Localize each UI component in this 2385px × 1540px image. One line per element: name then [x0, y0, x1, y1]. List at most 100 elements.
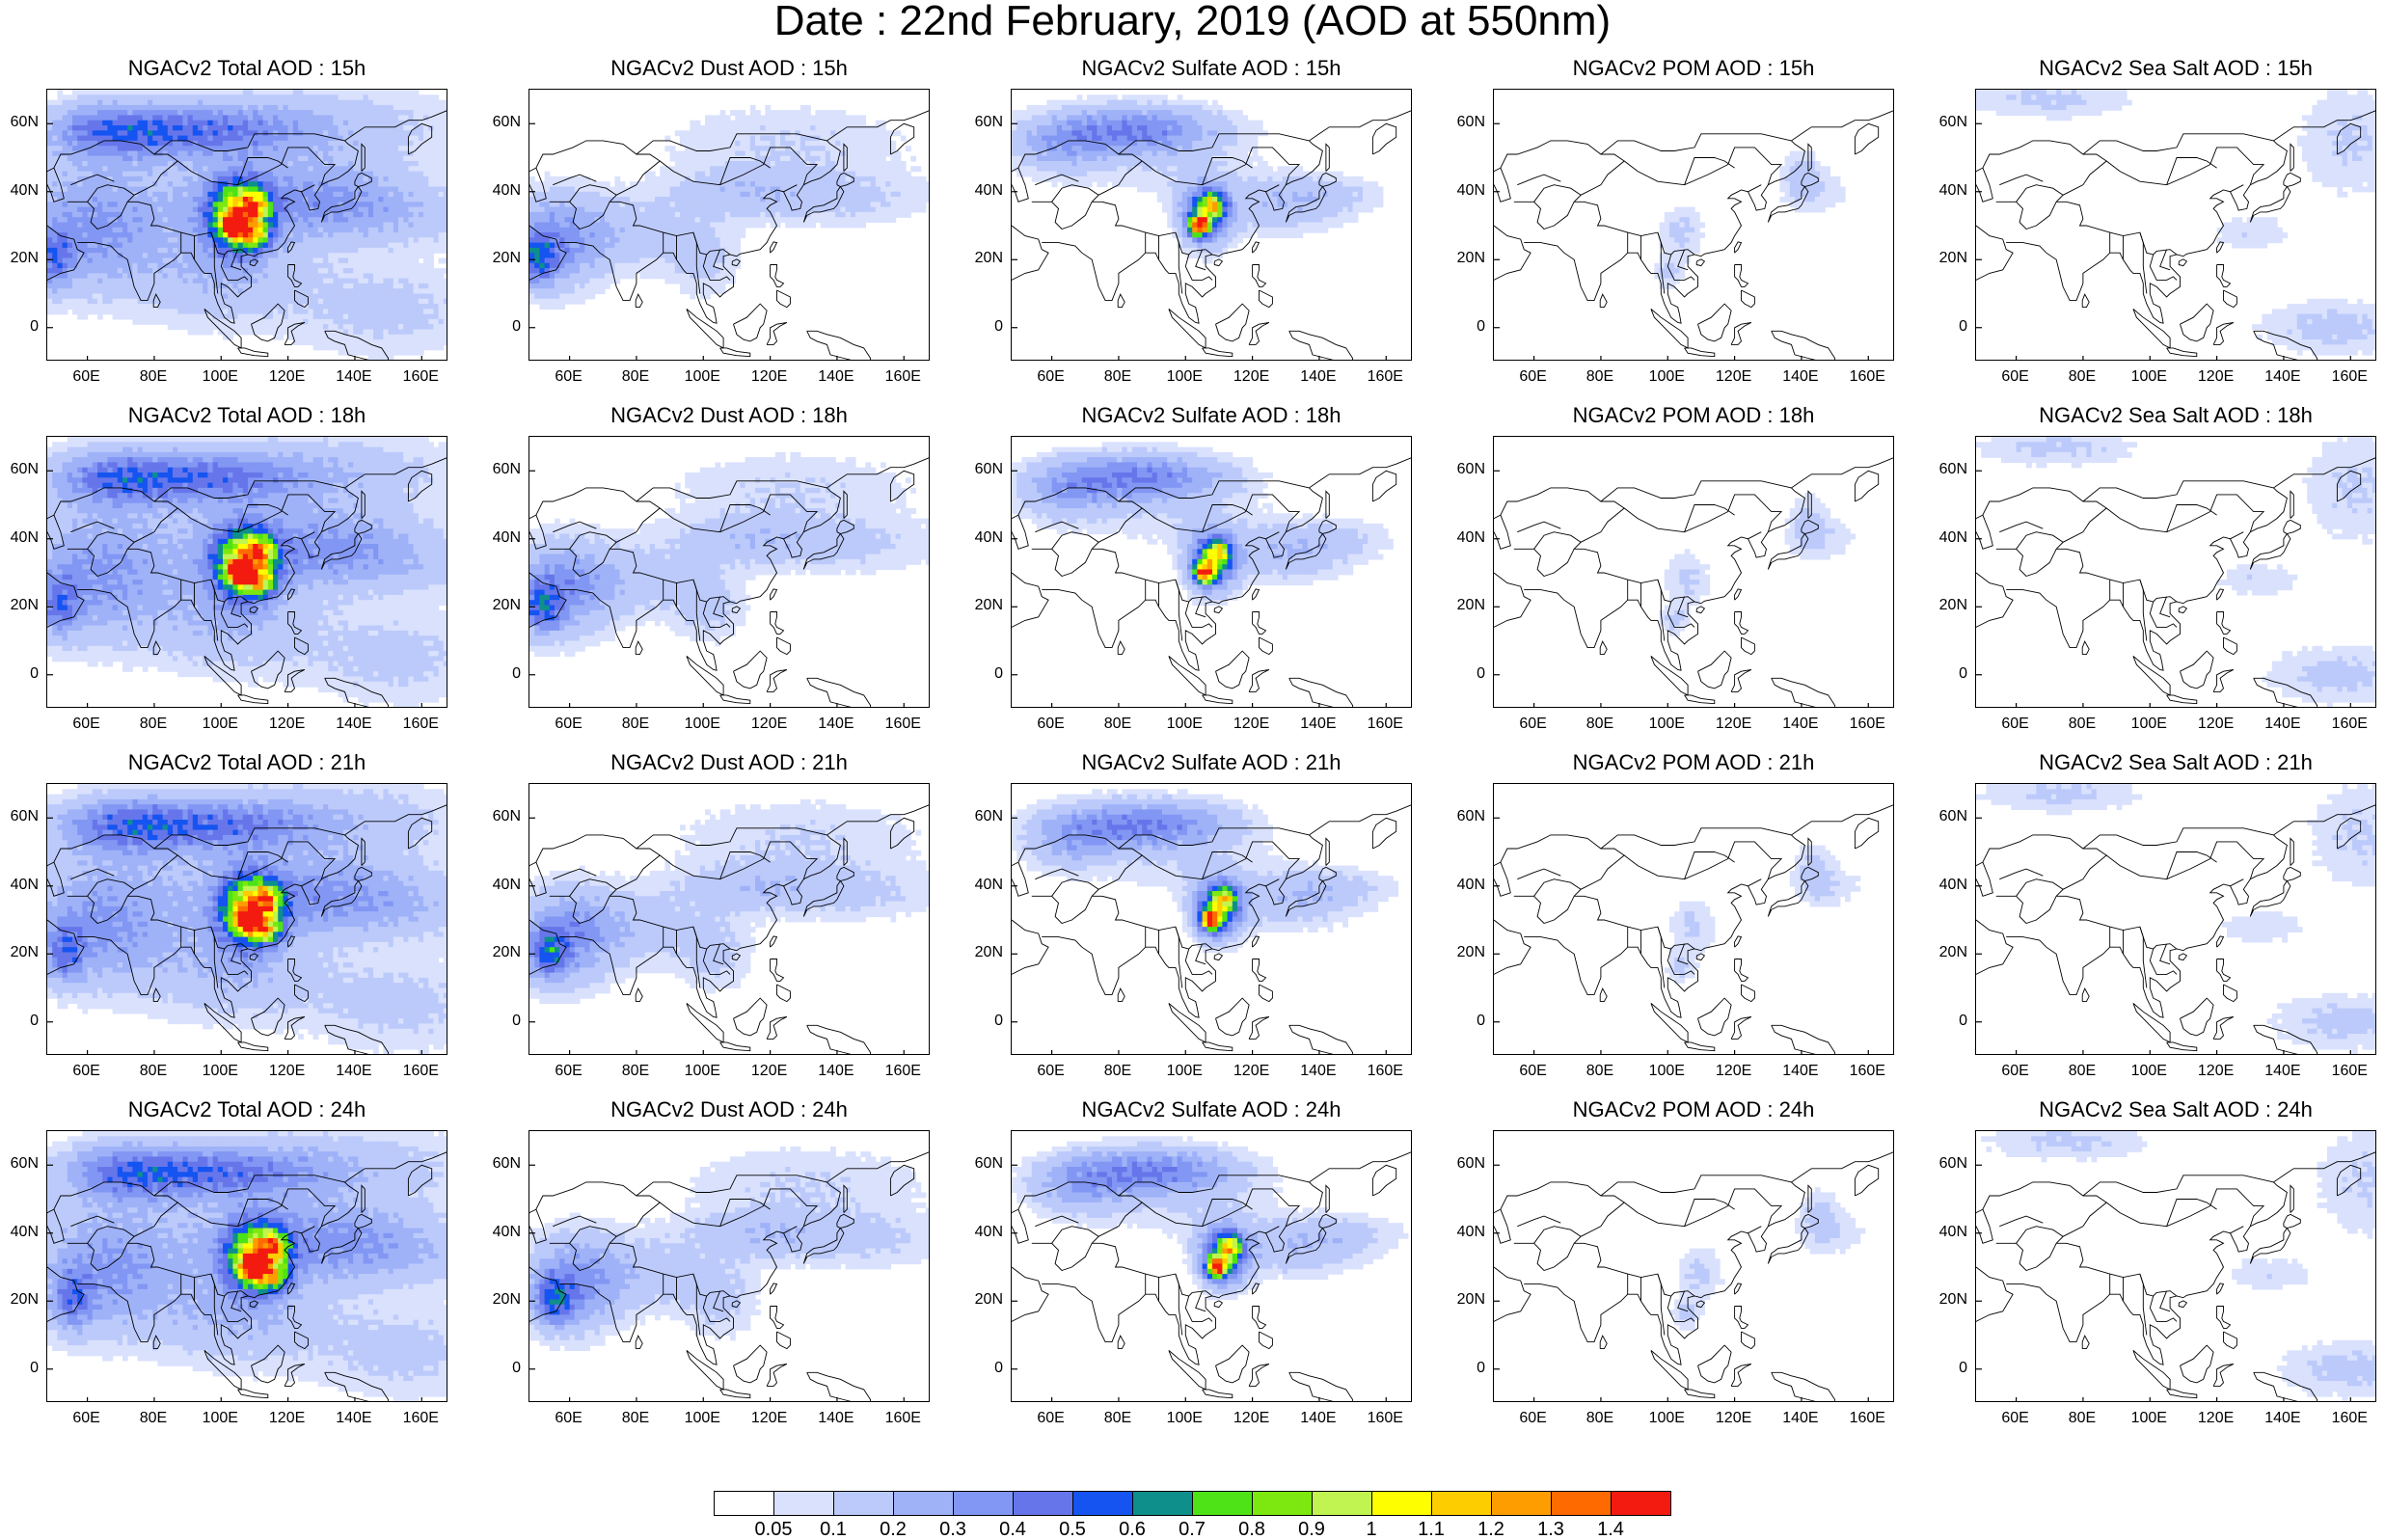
aod-cell — [403, 125, 409, 131]
aod-cell — [177, 268, 183, 274]
aod-cell — [293, 294, 299, 300]
aod-cell — [339, 187, 344, 193]
aod-cell — [780, 121, 786, 126]
aod-cell — [846, 161, 852, 167]
aod-cell — [248, 151, 254, 157]
aod-cell — [132, 90, 138, 95]
aod-cell — [389, 197, 394, 203]
aod-cell — [268, 237, 274, 243]
aod-cell — [358, 268, 364, 274]
aod-cell — [152, 279, 158, 284]
aod-cell — [408, 273, 414, 279]
aod-cell — [273, 314, 279, 320]
aod-cell — [730, 151, 736, 157]
aod-cell — [308, 243, 313, 249]
aod-cell — [107, 95, 113, 100]
aod-cell — [906, 192, 911, 198]
aod-cell — [439, 232, 445, 238]
aod-cell — [127, 294, 133, 300]
aod-cell — [182, 187, 188, 193]
aod-cell — [433, 344, 439, 350]
aod-cell — [428, 237, 434, 243]
aod-cell — [423, 268, 429, 274]
aod-cell — [47, 156, 53, 162]
aod-cell — [906, 176, 911, 182]
aod-cell — [157, 192, 163, 198]
aod-cell — [815, 121, 821, 126]
aod-cell — [614, 202, 620, 207]
aod-cell — [896, 176, 902, 182]
aod-cell — [143, 284, 149, 289]
aod-cell — [263, 330, 269, 336]
aod-cell — [745, 176, 751, 182]
aod-cell — [750, 202, 756, 207]
aod-cell — [193, 187, 199, 193]
aod-cell — [313, 223, 319, 229]
aod-cell — [383, 141, 389, 147]
aod-cell — [203, 197, 208, 203]
aod-cell — [328, 344, 334, 350]
aod-cell — [203, 187, 208, 193]
aod-cell — [715, 172, 720, 177]
aod-cell — [97, 212, 103, 218]
aod-cell — [383, 335, 389, 340]
aod-cell — [188, 294, 194, 300]
aod-cell — [102, 202, 108, 207]
aod-cell — [203, 95, 208, 100]
aod-cell — [152, 258, 158, 264]
aod-cell — [368, 319, 374, 325]
aod-cell — [414, 110, 420, 116]
aod-cell — [107, 130, 113, 136]
aod-cell — [419, 130, 424, 136]
aod-cell — [57, 172, 63, 177]
aod-cell — [102, 288, 108, 294]
aod-cell — [57, 258, 63, 264]
aod-cell — [730, 130, 736, 136]
aod-cell — [278, 136, 284, 142]
aod-cell — [198, 110, 203, 116]
aod-cell — [193, 100, 199, 106]
x-tick-label: 60E — [58, 368, 116, 386]
aod-cell — [63, 136, 68, 142]
aod-cell — [303, 309, 309, 314]
aod-cell — [273, 90, 279, 95]
aod-cell — [157, 279, 163, 284]
aod-cell — [278, 268, 284, 274]
aod-cell — [188, 273, 194, 279]
aod-cell — [63, 172, 68, 177]
aod-cell — [238, 217, 244, 223]
aod-cell — [826, 130, 831, 136]
aod-cell — [810, 115, 816, 121]
aod-cell — [293, 151, 299, 157]
aod-cell — [193, 207, 199, 213]
aod-cell — [323, 110, 329, 116]
aod-cell — [339, 156, 344, 162]
aod-cell — [113, 304, 119, 310]
aod-cell — [614, 207, 620, 213]
aod-cell — [177, 243, 183, 249]
aod-cell — [444, 288, 447, 294]
aod-cell — [775, 192, 781, 198]
aod-cell — [263, 279, 269, 284]
aod-cell — [228, 176, 233, 182]
aod-cell — [670, 181, 676, 187]
aod-cell — [339, 95, 344, 100]
aod-cell — [373, 288, 379, 294]
aod-cell — [790, 176, 796, 182]
aod-cell — [423, 339, 429, 345]
aod-cell — [680, 181, 686, 187]
aod-cell — [257, 192, 263, 198]
aod-cell — [207, 125, 213, 131]
aod-cell — [213, 197, 219, 203]
aod-cell — [163, 151, 169, 157]
aod-cell — [339, 294, 344, 300]
aod-cell — [243, 228, 249, 233]
aod-cell — [163, 309, 169, 314]
aod-cell — [830, 192, 836, 198]
aod-cell — [82, 90, 88, 95]
aod-cell — [373, 187, 379, 193]
aod-cell — [97, 110, 103, 116]
aod-cell — [257, 232, 263, 238]
aod-cell — [860, 172, 866, 177]
aod-cell — [378, 110, 384, 116]
